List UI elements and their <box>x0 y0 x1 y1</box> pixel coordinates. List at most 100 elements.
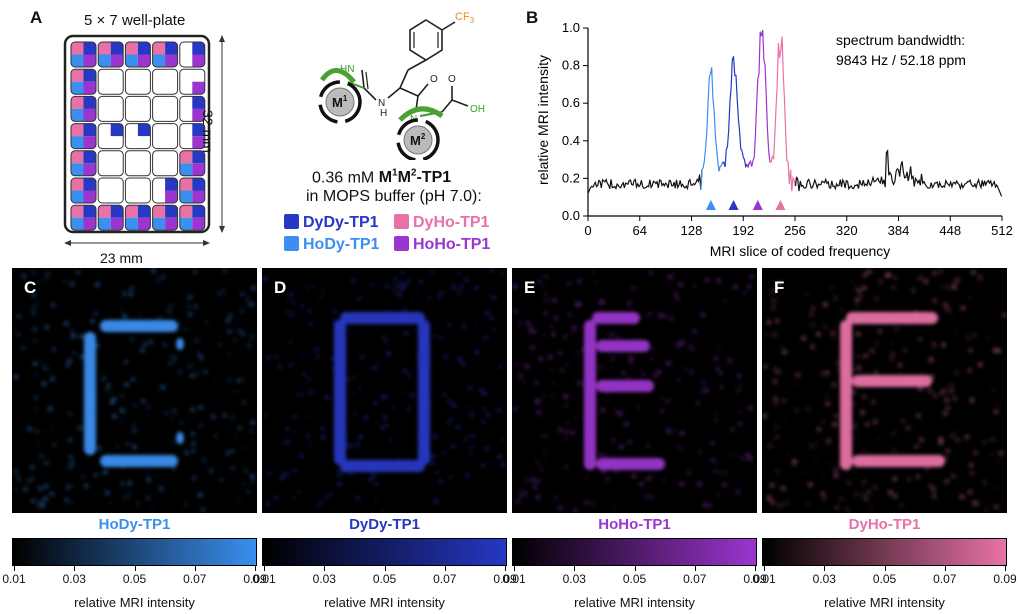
noise-pixel <box>454 443 460 449</box>
plate-well <box>179 123 206 150</box>
colorbar-ticks: 0.01 0.03 0.05 0.07 0.09 <box>2 566 267 586</box>
noise-pixel <box>132 402 138 408</box>
noise-pixel <box>773 400 779 406</box>
panel-label-a: A <box>30 8 43 27</box>
noise-pixel <box>989 451 995 457</box>
noise-pixel <box>441 450 447 456</box>
colorbar-tick <box>694 566 696 571</box>
noise-pixel <box>969 470 975 476</box>
noise-pixel <box>139 347 145 353</box>
noise-pixel <box>25 285 31 291</box>
colorbar-tick <box>324 566 326 571</box>
spectrum-ylabel: relative MRI intensity <box>535 55 551 185</box>
noise-pixel <box>829 285 835 291</box>
noise-pixel <box>193 303 199 309</box>
noise-pixel <box>357 385 363 391</box>
noise-pixel <box>611 506 616 512</box>
colorbar-tick <box>264 566 265 571</box>
noise-pixel <box>959 494 965 500</box>
noise-pixel <box>108 277 114 283</box>
noise-pixel <box>951 431 957 437</box>
plate-well <box>97 95 124 122</box>
noise-pixel <box>781 485 787 491</box>
noise-pixel <box>525 414 530 419</box>
noise-pixel <box>429 273 435 279</box>
noise-pixel <box>821 496 827 502</box>
molecule-structure: CF3 N H HN O N O OH M1 M2 <box>318 11 485 160</box>
noise-pixel <box>553 315 559 321</box>
noise-pixel <box>286 295 292 301</box>
noise-pixel <box>945 448 951 454</box>
noise-pixel <box>539 466 545 472</box>
noise-pixel <box>878 279 884 285</box>
noise-pixel <box>900 418 906 424</box>
noise-pixel <box>72 380 77 385</box>
noise-pixel <box>969 397 975 403</box>
colorbar-tick <box>514 566 515 571</box>
noise-pixel <box>240 481 246 487</box>
noise-pixel <box>32 338 38 344</box>
noise-pixel <box>834 505 840 510</box>
noise-pixel <box>229 448 235 454</box>
noise-pixel <box>795 372 801 378</box>
colorbar-tick-label: 0.05 <box>122 572 147 586</box>
noise-pixel <box>315 354 321 360</box>
noise-pixel <box>198 423 204 429</box>
noise-pixel <box>119 393 125 399</box>
colorbar-tick <box>764 566 765 571</box>
noise-pixel <box>222 412 228 418</box>
noise-pixel <box>820 419 826 425</box>
letter-stroke <box>596 458 665 470</box>
noise-pixel <box>487 293 493 299</box>
noise-pixel <box>851 401 857 406</box>
noise-pixel <box>245 488 251 494</box>
plate-well <box>124 68 151 95</box>
noise-pixel <box>540 432 545 438</box>
noise-pixel <box>546 485 551 490</box>
noise-pixel <box>703 387 709 393</box>
noise-pixel <box>222 268 228 273</box>
noise-pixel <box>737 382 743 388</box>
plate-well <box>97 204 124 231</box>
colorbar-tick-label: 0.07 <box>933 572 957 586</box>
colorbar-tick-label: 0.01 <box>502 572 526 586</box>
noise-pixel <box>773 396 779 402</box>
noise-pixel <box>171 465 177 471</box>
noise-pixel <box>474 312 479 317</box>
noise-pixel <box>246 300 252 305</box>
noise-pixel <box>512 406 518 412</box>
noise-pixel <box>820 321 826 327</box>
noise-pixel <box>771 305 776 311</box>
noise-pixel <box>15 476 21 482</box>
noise-pixel <box>315 474 320 479</box>
noise-pixel <box>670 316 676 322</box>
noise-pixel <box>171 271 176 276</box>
noise-pixel <box>456 270 462 276</box>
noise-pixel <box>351 374 357 380</box>
noise-pixel <box>918 437 924 443</box>
noise-pixel <box>678 282 684 287</box>
noise-pixel <box>649 356 654 362</box>
noise-pixel <box>574 483 580 489</box>
noise-pixel <box>298 452 304 458</box>
noise-pixel <box>190 407 196 413</box>
noise-pixel <box>486 273 491 278</box>
noise-pixel <box>666 428 671 434</box>
noise-pixel <box>737 409 743 414</box>
noise-pixel <box>563 403 569 409</box>
noise-pixel <box>800 285 805 290</box>
plate-well <box>97 123 124 150</box>
colorbar-ticks: 0.01 0.03 0.05 0.07 0.09 <box>502 566 767 586</box>
noise-pixel <box>201 457 207 463</box>
noise-pixel <box>931 493 937 499</box>
letter-stroke <box>596 380 654 392</box>
noise-pixel <box>213 432 219 438</box>
noise-pixel <box>470 433 476 439</box>
noise-pixel <box>177 369 183 375</box>
noise-pixel <box>384 284 390 290</box>
noise-pixel <box>446 322 452 328</box>
noise-pixel <box>127 480 133 486</box>
plate-wells <box>70 41 206 231</box>
noise-pixel <box>429 269 435 274</box>
noise-pixel <box>274 354 280 359</box>
